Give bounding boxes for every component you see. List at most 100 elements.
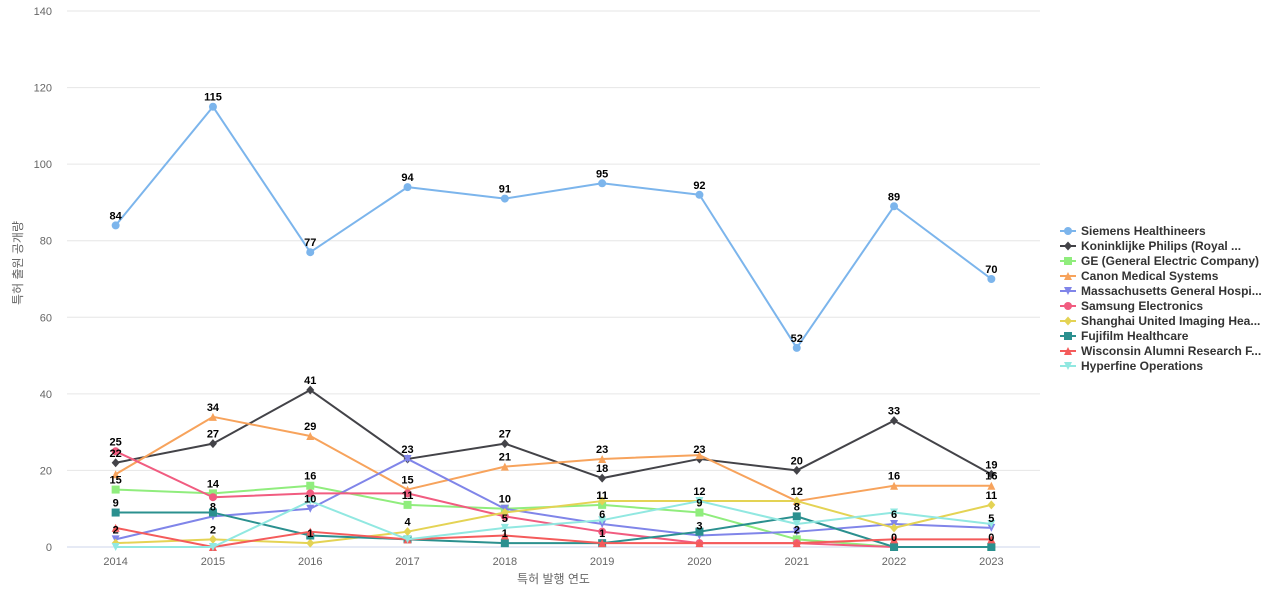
- legend-item[interactable]: Hyperfine Operations: [1060, 359, 1203, 373]
- data-label: 84: [110, 210, 123, 222]
- data-point: [695, 497, 704, 506]
- x-tick-label: 2023: [979, 556, 1003, 568]
- data-label: 8: [794, 501, 800, 513]
- x-tick-label: 2015: [201, 556, 225, 568]
- data-point: [208, 102, 217, 111]
- data-label: 5: [502, 513, 508, 525]
- series-10: [111, 497, 996, 551]
- data-point: [987, 535, 996, 544]
- data-label: 77: [304, 237, 316, 249]
- legend-marker: [1064, 316, 1072, 326]
- data-label: 23: [596, 444, 608, 456]
- data-point: [598, 516, 607, 525]
- data-label: 41: [304, 375, 316, 387]
- data-label: 6: [599, 509, 605, 521]
- data-point: [987, 543, 996, 551]
- data-point: [792, 520, 801, 529]
- data-point: [306, 504, 315, 513]
- data-point: [403, 183, 412, 192]
- legend-item[interactable]: Fujifilm Healthcare: [1060, 329, 1189, 343]
- legend-label: Hyperfine Operations: [1081, 359, 1203, 373]
- legend-label: Fujifilm Healthcare: [1081, 329, 1189, 343]
- data-label: 2: [794, 524, 800, 536]
- series-line: [115, 526, 992, 548]
- data-point: [890, 535, 899, 544]
- series-line: [115, 415, 992, 503]
- data-point: [306, 481, 315, 490]
- data-point: [306, 431, 315, 440]
- data-label: 11: [402, 490, 414, 502]
- data-point: [111, 221, 120, 230]
- data-point: [306, 527, 315, 536]
- legend-marker: [1064, 347, 1072, 355]
- y-tick-label: 20: [40, 465, 52, 477]
- legend-marker: [1064, 272, 1072, 280]
- legend-item[interactable]: Shanghai United Imaging Hea...: [1060, 314, 1260, 328]
- data-point: [403, 500, 412, 509]
- data-label: 27: [499, 429, 511, 441]
- x-tick-label: 2014: [103, 556, 127, 568]
- data-point: [598, 473, 607, 483]
- x-tick-label: 2016: [298, 556, 322, 568]
- legend-item[interactable]: Massachusetts General Hospi...: [1060, 284, 1262, 298]
- legend-label: Canon Medical Systems: [1081, 269, 1219, 283]
- data-label: 4: [404, 517, 411, 529]
- data-point: [890, 523, 899, 533]
- data-point: [306, 538, 315, 548]
- data-label: 10: [304, 494, 316, 506]
- data-point: [598, 179, 607, 188]
- y-tick-label: 60: [40, 312, 52, 324]
- data-point: [598, 496, 607, 506]
- data-point: [403, 535, 412, 544]
- data-point: [500, 539, 509, 548]
- data-label: 9: [696, 498, 702, 510]
- data-point: [111, 458, 120, 468]
- data-label: 25: [110, 436, 122, 448]
- data-label: 3: [696, 521, 702, 533]
- data-label: 11: [596, 490, 608, 502]
- data-label: 16: [888, 471, 900, 483]
- data-label: 91: [499, 184, 511, 196]
- data-point: [306, 385, 315, 395]
- data-point: [403, 527, 412, 537]
- legend-item[interactable]: Canon Medical Systems: [1060, 269, 1219, 283]
- data-label: 10: [499, 494, 511, 506]
- data-label: 6: [891, 509, 897, 521]
- legend-item[interactable]: Wisconsin Alumni Research F...: [1060, 344, 1261, 358]
- data-point: [306, 497, 315, 506]
- data-point: [403, 454, 412, 463]
- data-point: [111, 470, 120, 479]
- y-tick-label: 0: [46, 542, 52, 554]
- data-label: 12: [693, 486, 705, 498]
- data-label: 11: [986, 490, 998, 502]
- legend-item[interactable]: Samsung Electronics: [1060, 299, 1203, 313]
- legend-item[interactable]: Koninklijke Philips (Royal ...: [1060, 239, 1241, 253]
- data-point: [792, 527, 801, 536]
- data-label: 70: [985, 264, 997, 276]
- data-label: 5: [988, 513, 994, 525]
- series-line: [115, 457, 992, 541]
- data-label: 33: [888, 406, 900, 418]
- data-point: [695, 190, 704, 199]
- x-tick-label: 2019: [590, 556, 614, 568]
- data-label: 89: [888, 191, 900, 203]
- data-point: [792, 496, 801, 506]
- data-label: 9: [113, 498, 119, 510]
- legend-item[interactable]: Siemens Healthineers: [1060, 224, 1206, 238]
- data-point: [500, 523, 509, 532]
- x-tick-label: 2020: [687, 556, 711, 568]
- data-label: 21: [499, 452, 511, 464]
- data-point: [403, 489, 412, 498]
- x-tick-label: 2022: [882, 556, 906, 568]
- data-point: [500, 531, 509, 540]
- legend-item[interactable]: GE (General Electric Company): [1060, 254, 1259, 268]
- data-point: [500, 194, 509, 203]
- data-label: 16: [985, 471, 997, 483]
- data-label: 15: [401, 475, 413, 487]
- data-point: [890, 202, 899, 211]
- data-label: 8: [210, 501, 216, 513]
- data-point: [111, 508, 120, 517]
- data-point: [695, 508, 704, 517]
